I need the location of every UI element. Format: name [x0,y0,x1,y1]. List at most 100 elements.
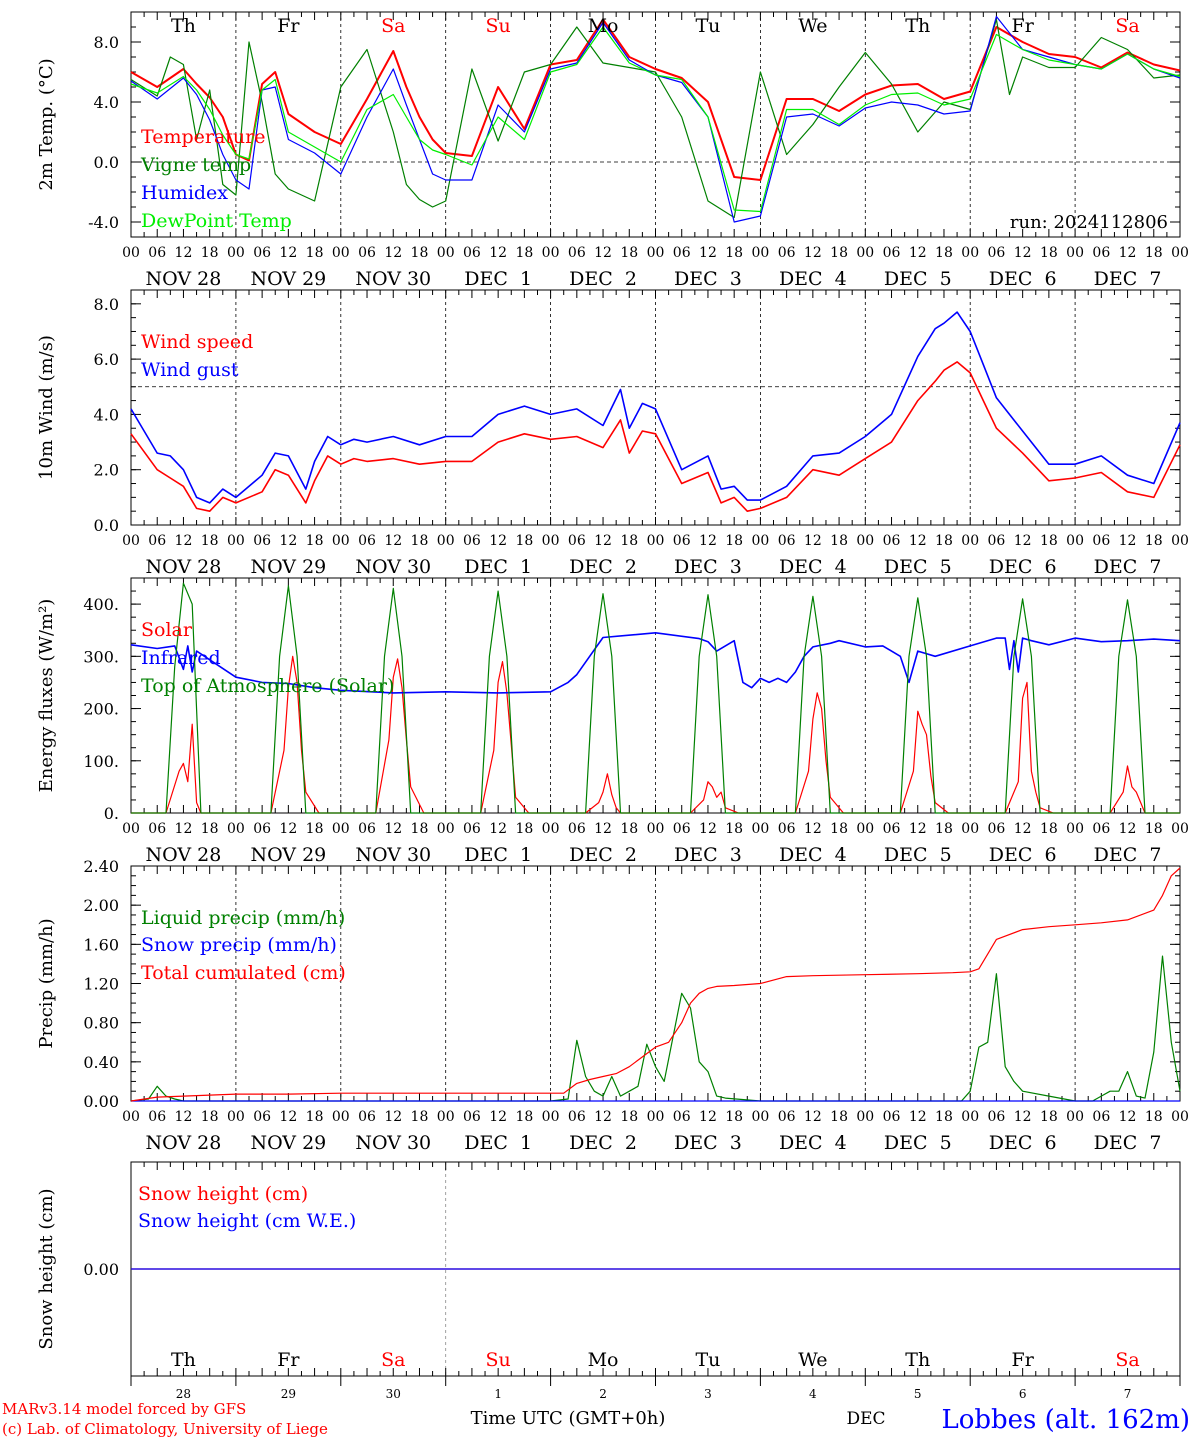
legend-entry: Solar [141,619,193,641]
y-tick-label: 400. [83,595,119,614]
hour-tick-label: 18 [830,533,848,549]
hour-tick-label: 18 [725,821,743,837]
date-label: DEC 4 [779,844,847,866]
y-tick-label: 0.00 [83,1260,119,1279]
hour-tick-label: 06 [358,1109,376,1125]
hour-tick-label: 12 [594,533,612,549]
station-name: Lobbes (alt. 162m) [941,1405,1190,1435]
hour-tick-label: 18 [1145,533,1163,549]
hour-tick-label: 00 [647,245,665,261]
day-name: Fr [1012,1349,1035,1371]
hour-tick-label: 12 [384,821,402,837]
hour-tick-label: 00 [1171,245,1189,261]
day-number: 28 [176,1387,191,1401]
day-name: Sa [1115,15,1139,37]
hour-tick-label: 06 [253,245,271,261]
hour-tick-label: 06 [253,533,271,549]
hour-tick-label: 06 [883,245,901,261]
hour-tick-label: 12 [384,245,402,261]
date-label: DEC 7 [1094,844,1162,866]
hour-tick-label: 00 [227,245,245,261]
series-line-wind-gust [130,311,1181,504]
date-label: DEC 7 [1094,1132,1162,1154]
legend-entry: Liquid precip (mm/h) [141,907,345,929]
hour-tick-label: 12 [489,1109,507,1125]
day-name: Mo [588,15,619,37]
day-number: 5 [914,1387,922,1401]
credit-line-2: (c) Lab. of Climatology, University of L… [2,1420,328,1438]
hour-tick-label: 00 [122,245,140,261]
hour-tick-label: 18 [830,821,848,837]
hour-tick-label: 18 [725,533,743,549]
hour-tick-label: 18 [620,245,638,261]
day-name: Sa [381,15,405,37]
hour-tick-label: 00 [227,1109,245,1125]
hour-tick-label: 18 [935,245,953,261]
hour-tick-label: 12 [279,1109,297,1125]
panel-5: 0.00 Snow height (cm) Snow height (cm) Snow… [36,1161,1181,1401]
date-label: DEC 1 [464,1132,532,1154]
hour-tick-label: 06 [988,821,1006,837]
date-label: NOV 28 [146,556,222,578]
hour-tick-label: 00 [751,821,769,837]
hour-tick-label: 12 [699,1109,717,1125]
series-line-total-cumulated-cm- [130,867,1181,1102]
y-tick-label: 0. [104,804,119,823]
hour-tick-label: 00 [1066,1109,1084,1125]
legend-entry: Humidex [141,182,228,204]
hour-tick-label: 12 [1014,245,1032,261]
y-tick-label: 0.00 [83,1092,119,1111]
hour-tick-label: 18 [935,1109,953,1125]
hour-tick-label: 00 [542,245,560,261]
hour-tick-label: 12 [1014,533,1032,549]
hour-tick-label: 06 [358,245,376,261]
date-label: NOV 30 [355,556,431,578]
y-axis-label: Energy fluxes (W/m²) [36,599,57,793]
hour-tick-label: 00 [332,245,350,261]
hour-tick-label: 18 [411,533,429,549]
y-axis-label: Precip (mm/h) [36,918,57,1048]
hour-tick-label: 00 [647,1109,665,1125]
legend-entry: Temperature [141,126,265,148]
hour-tick-label: 00 [437,821,455,837]
day-name: Tu [695,1349,720,1371]
date-label: NOV 30 [355,844,431,866]
hour-tick-label: 06 [988,245,1006,261]
date-label: DEC 3 [674,268,742,290]
date-label: DEC 6 [989,1132,1057,1154]
hour-tick-label: 00 [437,1109,455,1125]
hour-tick-label: 12 [489,245,507,261]
hour-tick-label: 18 [935,533,953,549]
hour-tick-label: 00 [1171,533,1189,549]
panel-1: 8.0 4.0 0.0 -4.0 2m Temp. (°C) Temperature Vig… [36,11,1189,290]
hour-tick-label: 06 [883,1109,901,1125]
hour-tick-label: 06 [463,1109,481,1125]
series-line-top-of-atmosphere-solar- [131,582,1180,814]
hour-tick-label: 06 [883,533,901,549]
date-label: DEC 7 [1094,556,1162,578]
series-line-dewpoint-temp [130,26,1181,213]
hour-tick-label: 12 [175,245,193,261]
hour-tick-label: 12 [594,821,612,837]
legend-entry: Snow precip (mm/h) [141,934,337,956]
hour-tick-label: 12 [909,1109,927,1125]
hour-tick-label: 18 [1040,1109,1058,1125]
date-label: DEC 2 [569,844,637,866]
hour-tick-label: 00 [542,533,560,549]
legend-entry: Wind gust [141,359,239,381]
hour-tick-label: 18 [830,245,848,261]
hour-tick-label: 06 [673,533,691,549]
hour-tick-label: 06 [463,533,481,549]
panel-frame [130,11,1181,238]
date-label: DEC 2 [569,268,637,290]
hour-tick-label: 06 [673,245,691,261]
series-line-wind-speed [130,361,1181,512]
hour-tick-label: 18 [725,245,743,261]
hour-tick-label: 00 [856,821,874,837]
hour-tick-label: 12 [1119,533,1137,549]
day-name: Th [171,1349,196,1371]
date-label: NOV 28 [146,844,222,866]
hour-tick-label: 18 [1040,821,1058,837]
panel-3: 400. 300. 200. 100. 0. Energy fluxes (W/m²) So… [36,577,1189,866]
y-tick-label: 4.0 [94,93,119,112]
